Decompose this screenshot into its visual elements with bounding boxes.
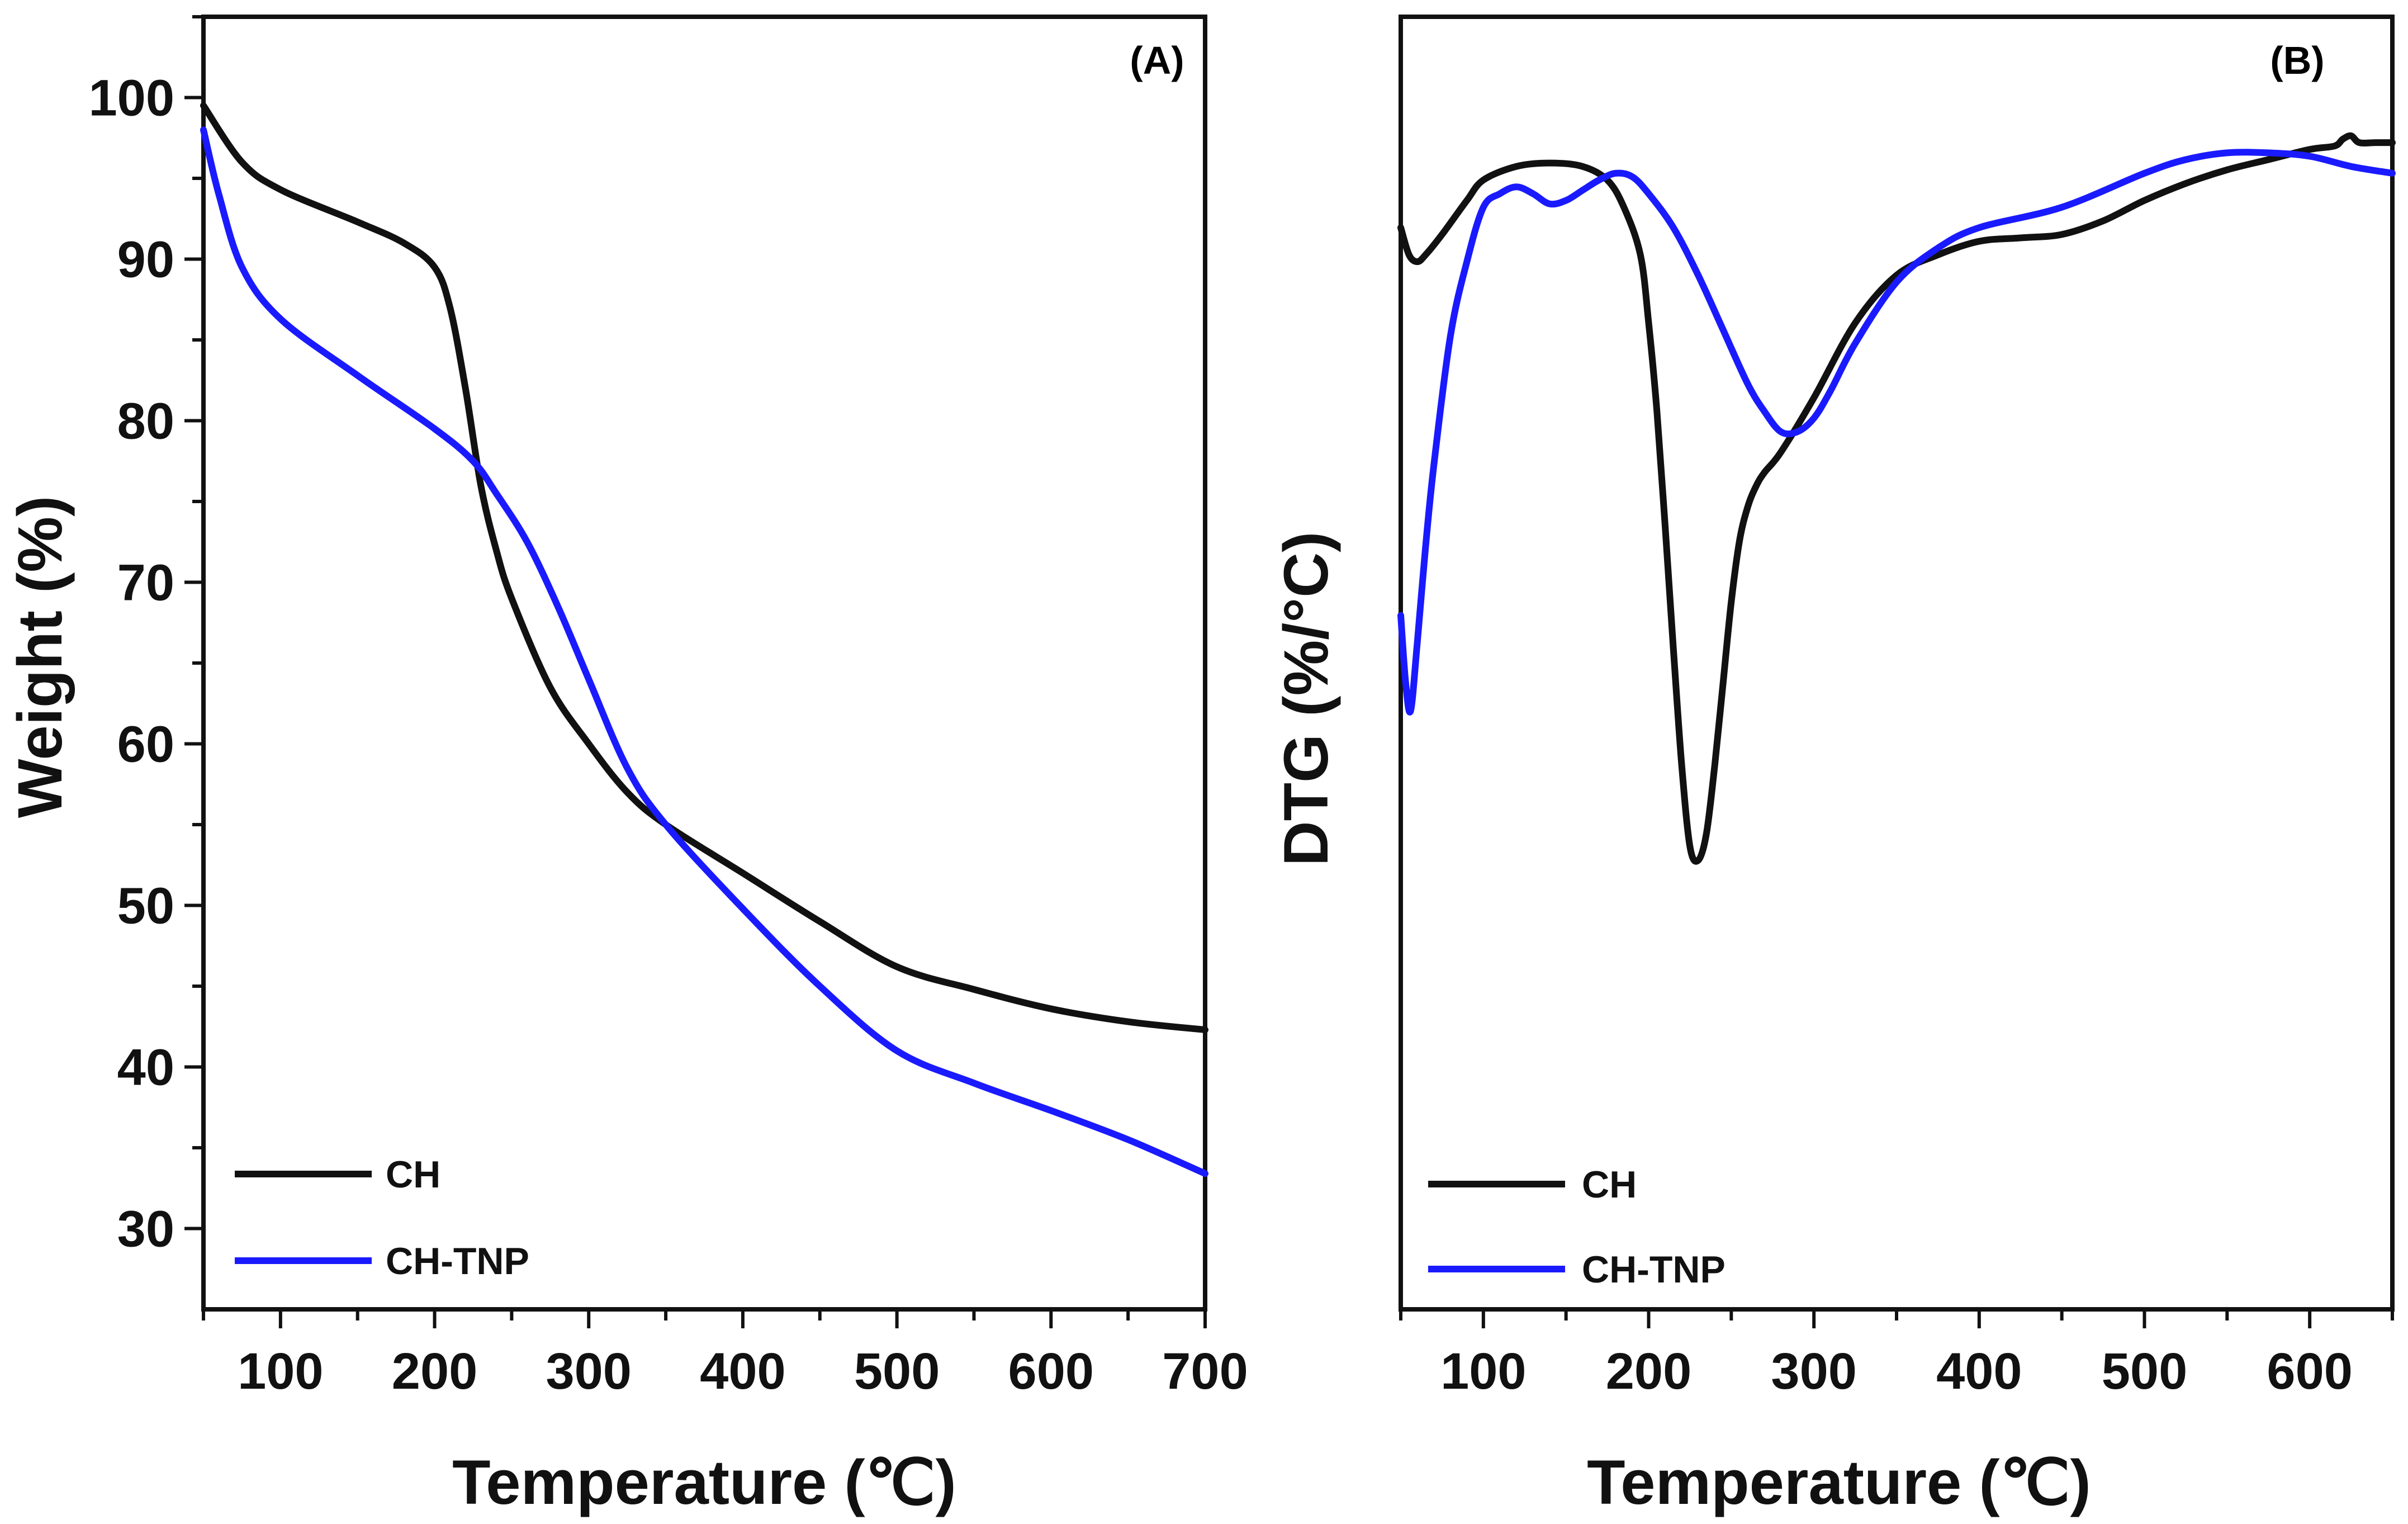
legend-label-ch-tnp: CH-TNP <box>386 1240 529 1282</box>
panel-a-y-tick-label: 40 <box>117 1039 174 1096</box>
panel-a-y-tick-label: 100 <box>89 70 175 127</box>
panel-a-legend: CH CH-TNP <box>235 1153 529 1282</box>
panel-b-series-ch-tnp <box>1397 149 2396 716</box>
panel-a-y-tick-label: 30 <box>117 1201 174 1258</box>
legend-label-ch-tnp: CH-TNP <box>1582 1248 1726 1291</box>
panel-a-y-tick-label: 90 <box>117 231 174 288</box>
panel-b-x-tick-label: 400 <box>1936 1343 2022 1400</box>
panel-a-ticks: 100 200 300 400 500 600 700 30 40 50 60 70 80 90 100 <box>89 15 1248 1400</box>
panel-a-series-ch <box>200 102 1208 1033</box>
panel-b-label: (B) <box>2270 39 2324 82</box>
panel-a-x-tick-label: 700 <box>1162 1343 1248 1400</box>
panel-b-x-tick-label: 500 <box>2102 1343 2188 1400</box>
panel-a-x-tick-label: 500 <box>854 1343 940 1400</box>
panel-a-y-tick-label: 80 <box>117 393 174 450</box>
panel-b-legend: CH CH-TNP <box>1428 1163 1726 1291</box>
panel-b-y-axis-title: DTG (%/°C) <box>1271 532 1341 867</box>
panel-a-series <box>200 102 1208 1177</box>
panel-b-ticks: 100 200 300 400 500 600 <box>1399 1309 2394 1400</box>
panel-a-y-tick-label: 70 <box>117 555 174 612</box>
panel-a-y-tick-label: 60 <box>117 716 174 773</box>
panel-a-x-tick-label: 200 <box>392 1343 478 1400</box>
panel-a-label: (A) <box>1130 39 1184 82</box>
legend-label-ch: CH <box>1582 1163 1637 1206</box>
panel-a-y-axis-title: Weight (%) <box>5 496 75 818</box>
panel-b-series-ch <box>1397 132 2396 865</box>
panel-b-series <box>1397 132 2396 865</box>
panel-b-x-tick-label: 100 <box>1440 1343 1527 1400</box>
panel-b-x-axis-title: Temperature (℃) <box>1587 1447 2091 1517</box>
panel-a-x-tick-label: 400 <box>700 1343 786 1400</box>
panel-a: 100 200 300 400 500 600 700 30 40 50 60 70 80 90 100 (… <box>5 15 1248 1517</box>
panel-a-series-ch-tnp <box>200 126 1208 1177</box>
panel-b-x-tick-label: 200 <box>1606 1343 1692 1400</box>
panel-a-x-tick-label: 600 <box>1008 1343 1094 1400</box>
panel-b-x-tick-label: 600 <box>2267 1343 2353 1400</box>
panel-b-x-tick-label: 300 <box>1771 1343 1857 1400</box>
panel-a-x-axis-title: Temperature (℃) <box>452 1447 956 1517</box>
panel-a-x-tick-label: 300 <box>546 1343 632 1400</box>
legend-label-ch: CH <box>386 1153 440 1196</box>
panel-a-y-tick-label: 50 <box>117 878 174 935</box>
panel-b: 100 200 300 400 500 600 (B) Temperature (℃) D… <box>1271 15 2396 1517</box>
panel-b-frame <box>1399 15 2395 1312</box>
panel-a-x-tick-label: 100 <box>238 1343 324 1400</box>
